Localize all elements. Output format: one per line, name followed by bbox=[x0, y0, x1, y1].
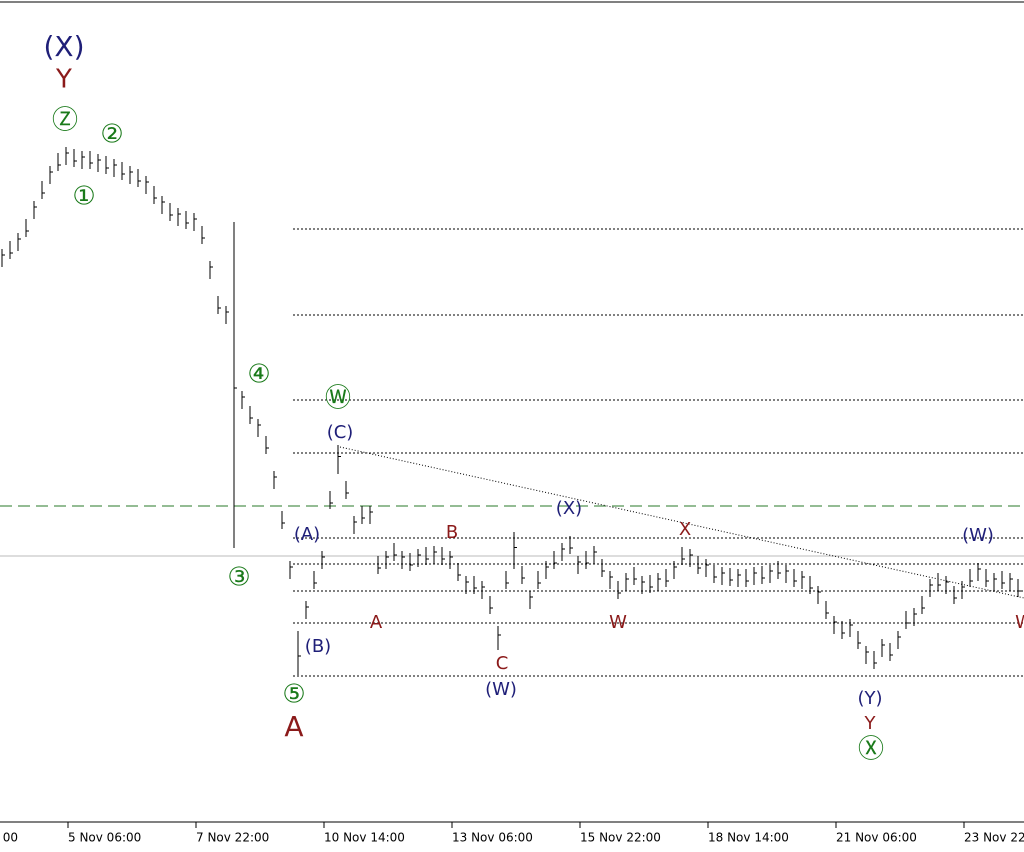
wave-label: Ⓧ bbox=[858, 735, 884, 765]
wave-label: (W) bbox=[962, 525, 994, 546]
wave-label: A bbox=[370, 612, 383, 633]
wave-label: W bbox=[1015, 612, 1024, 633]
wave-label: (C) bbox=[327, 422, 354, 443]
x-tick-label: 10 Nov 14:00 bbox=[324, 831, 405, 845]
wave-label: ② bbox=[100, 120, 123, 150]
x-axis-labels: 00 5 Nov 06:00 7 Nov 22:00 10 Nov 14:00 13 N… bbox=[3, 822, 1024, 845]
x-tick-label: 13 Nov 06:00 bbox=[452, 831, 533, 845]
x-tick-label: 18 Nov 14:00 bbox=[708, 831, 789, 845]
wave-label: (A) bbox=[294, 524, 320, 545]
x-tick-label: 15 Nov 22:00 bbox=[580, 831, 661, 845]
wave-label: (X) bbox=[556, 498, 582, 519]
wave-label: W bbox=[609, 612, 627, 633]
wave-label: Y bbox=[55, 65, 72, 95]
price-bars bbox=[1, 147, 1021, 675]
x-tick-label: 23 Nov 22:00 bbox=[964, 831, 1024, 845]
wave-label: ⑤ bbox=[282, 680, 305, 710]
wave-label: (B) bbox=[305, 636, 331, 657]
wave-label: ④ bbox=[247, 360, 270, 390]
wave-label: ① bbox=[72, 182, 95, 212]
wave-label: C bbox=[496, 653, 509, 674]
x-tick-label: 7 Nov 22:00 bbox=[196, 831, 269, 845]
wave-label: X bbox=[679, 519, 691, 540]
x-tick-label: 21 Nov 06:00 bbox=[836, 831, 917, 845]
wave-label: ③ bbox=[227, 563, 250, 593]
wave-label: (W) bbox=[485, 679, 517, 700]
x-tick-label: 5 Nov 06:00 bbox=[68, 831, 141, 845]
wave-label: Y bbox=[864, 713, 877, 734]
wave-label: (X) bbox=[43, 30, 84, 63]
wave-labels: (X)YⓏ ②①④Ⓦ③⑤AⓍ(C)(A)(B)(W)(X)(Y)(W)BACWXY… bbox=[43, 30, 1024, 765]
wave-label: (Y) bbox=[857, 688, 882, 709]
wave-label: B bbox=[446, 522, 458, 543]
wave-label: A bbox=[284, 710, 303, 743]
wave-label: Ⓩ bbox=[52, 106, 78, 136]
x-tick-label: 00 bbox=[3, 831, 18, 845]
wave-label: Ⓦ bbox=[325, 384, 351, 414]
